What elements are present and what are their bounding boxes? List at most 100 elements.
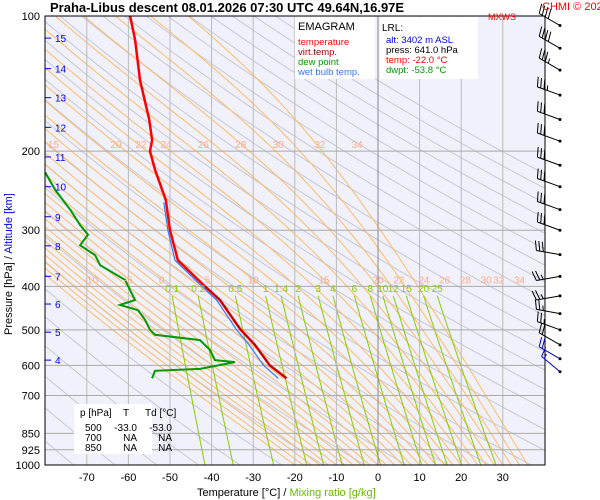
dry-adiabat: [210, 16, 545, 219]
altitude-tick-label: 10: [55, 183, 67, 194]
x-tick-label: 10: [413, 472, 425, 484]
table-cell: -33.0: [114, 423, 137, 434]
theta-w-label: -5: [124, 275, 133, 286]
legend-dew-point: dew point: [298, 57, 339, 68]
theta-w-label: 5: [205, 275, 211, 286]
mixing-ratio-label: 2: [295, 284, 301, 295]
p-tick-label: 300: [22, 225, 40, 237]
theta-w-label: 28: [460, 275, 472, 286]
wind-barb: [538, 48, 561, 71]
theta-w-label: -10: [84, 275, 99, 286]
y-axis-label: Pressure [hPa] / Altitude [km]: [3, 193, 15, 335]
wind-barb-station: [558, 68, 562, 72]
altitude-tick-label: 14: [55, 65, 67, 76]
x-tick-label: -40: [204, 472, 220, 484]
wind-barb: [541, 347, 561, 373]
altitude-tick-label: 12: [55, 123, 67, 134]
series-wet-bulb-temp: [163, 202, 279, 379]
lrl-dwpt: dwpt: -53.8 °C: [386, 65, 446, 76]
legend-temperature: temperature: [298, 37, 349, 48]
theta-w-label: 20: [372, 275, 384, 286]
mixing-ratio-label: 1.4: [274, 284, 288, 295]
wind-barb-station: [558, 93, 562, 97]
wind-barb: [536, 311, 561, 331]
theta-w-label: 34: [352, 140, 364, 151]
theta-w-label: 32: [314, 140, 326, 151]
theta-w-label: 32: [493, 275, 505, 286]
x-tick-label: -20: [287, 472, 303, 484]
mixing-ratio-label: 15: [401, 284, 413, 295]
table-cell: NA: [158, 433, 172, 444]
x-tick-label: -30: [245, 472, 261, 484]
mixing-ratio-label: 0.1: [165, 284, 179, 295]
lrl-temp: temp: -22.0 °C: [386, 55, 447, 66]
wind-barb-station: [558, 117, 562, 121]
p-tick-label: 850: [22, 428, 40, 440]
dry-adiabat: [145, 16, 545, 266]
wind-barb: [531, 290, 561, 301]
mixing-ratio-label: 12: [388, 284, 400, 295]
lrl-press: press: 641.0 hPa: [386, 45, 459, 56]
wind-barb: [538, 3, 561, 26]
theta-w-label: 15: [318, 275, 330, 286]
table-cell: NA: [123, 433, 137, 444]
x-tick-label: 0: [375, 472, 381, 484]
wind-barb: [538, 26, 561, 49]
wind-barb: [531, 270, 561, 281]
mixing-ratio-label: 0.2: [191, 284, 205, 295]
dry-adiabat: [45, 20, 545, 353]
theta-w-label: 22: [393, 275, 405, 286]
wind-barb: [536, 122, 561, 142]
mixing-ratio-label: 25: [432, 284, 444, 295]
theta-w-label: 22: [135, 140, 147, 151]
wind-barb: [538, 322, 561, 346]
p-tick-label: 1000: [16, 460, 40, 472]
table-cell: 850: [85, 443, 102, 454]
dry-adiabat: [231, 16, 545, 204]
mixing-ratio-line: [171, 295, 206, 465]
theta-w-label: 30: [481, 275, 493, 286]
lrl-box: [380, 17, 478, 79]
lrl-alt: alt: 3402 m ASL: [386, 35, 453, 46]
wind-barb-station: [558, 328, 562, 332]
mixing-ratio-line: [317, 295, 365, 465]
p-tick-label: 400: [22, 281, 40, 293]
wind-barb-station: [558, 163, 562, 167]
mixing-ratio-label: 6: [352, 284, 358, 295]
table-header: T: [123, 408, 129, 419]
x-tick-label: 30: [497, 472, 509, 484]
dry-adiabat: [45, 39, 545, 371]
theta-w-label: 34: [514, 275, 526, 286]
legend-wet-bulb: wet bulb temp.: [297, 67, 360, 78]
table-cell: 700: [85, 433, 102, 444]
wind-barb-station: [558, 46, 562, 50]
legend-box: [295, 17, 375, 79]
theta-w-label: 26: [439, 275, 451, 286]
wind-barb: [538, 336, 561, 360]
dry-adiabat: [45, 58, 545, 391]
table-header: p [hPa]: [80, 408, 112, 419]
copyright: CHMI © 2026: [542, 1, 600, 13]
wind-barb-station: [558, 357, 562, 361]
p-tick-label: 700: [22, 390, 40, 402]
mixing-ratio-label: 0.5: [228, 284, 242, 295]
mixing-ratio-line: [382, 295, 437, 465]
mixing-ratio-line: [353, 295, 405, 465]
mixing-ratio-label: 10: [377, 284, 389, 295]
wind-barb-station: [558, 294, 562, 298]
wind-barb-station: [558, 312, 562, 316]
dry-adiabat: [45, 78, 545, 410]
theta-w-label: 10: [248, 275, 260, 286]
mixing-ratio-line: [197, 295, 234, 465]
theta-w-label: 20: [110, 140, 122, 151]
p-tick-label: 100: [22, 11, 40, 23]
altitude-tick-label: 5: [55, 328, 61, 339]
theta-w-label: 30: [273, 140, 285, 151]
mixing-ratio-label: 1: [263, 284, 269, 295]
altitude-tick-label: 15: [55, 34, 67, 45]
wind-barb-station: [558, 208, 562, 212]
wind-barb: [536, 211, 561, 231]
lrl-title: LRL:: [382, 23, 403, 34]
